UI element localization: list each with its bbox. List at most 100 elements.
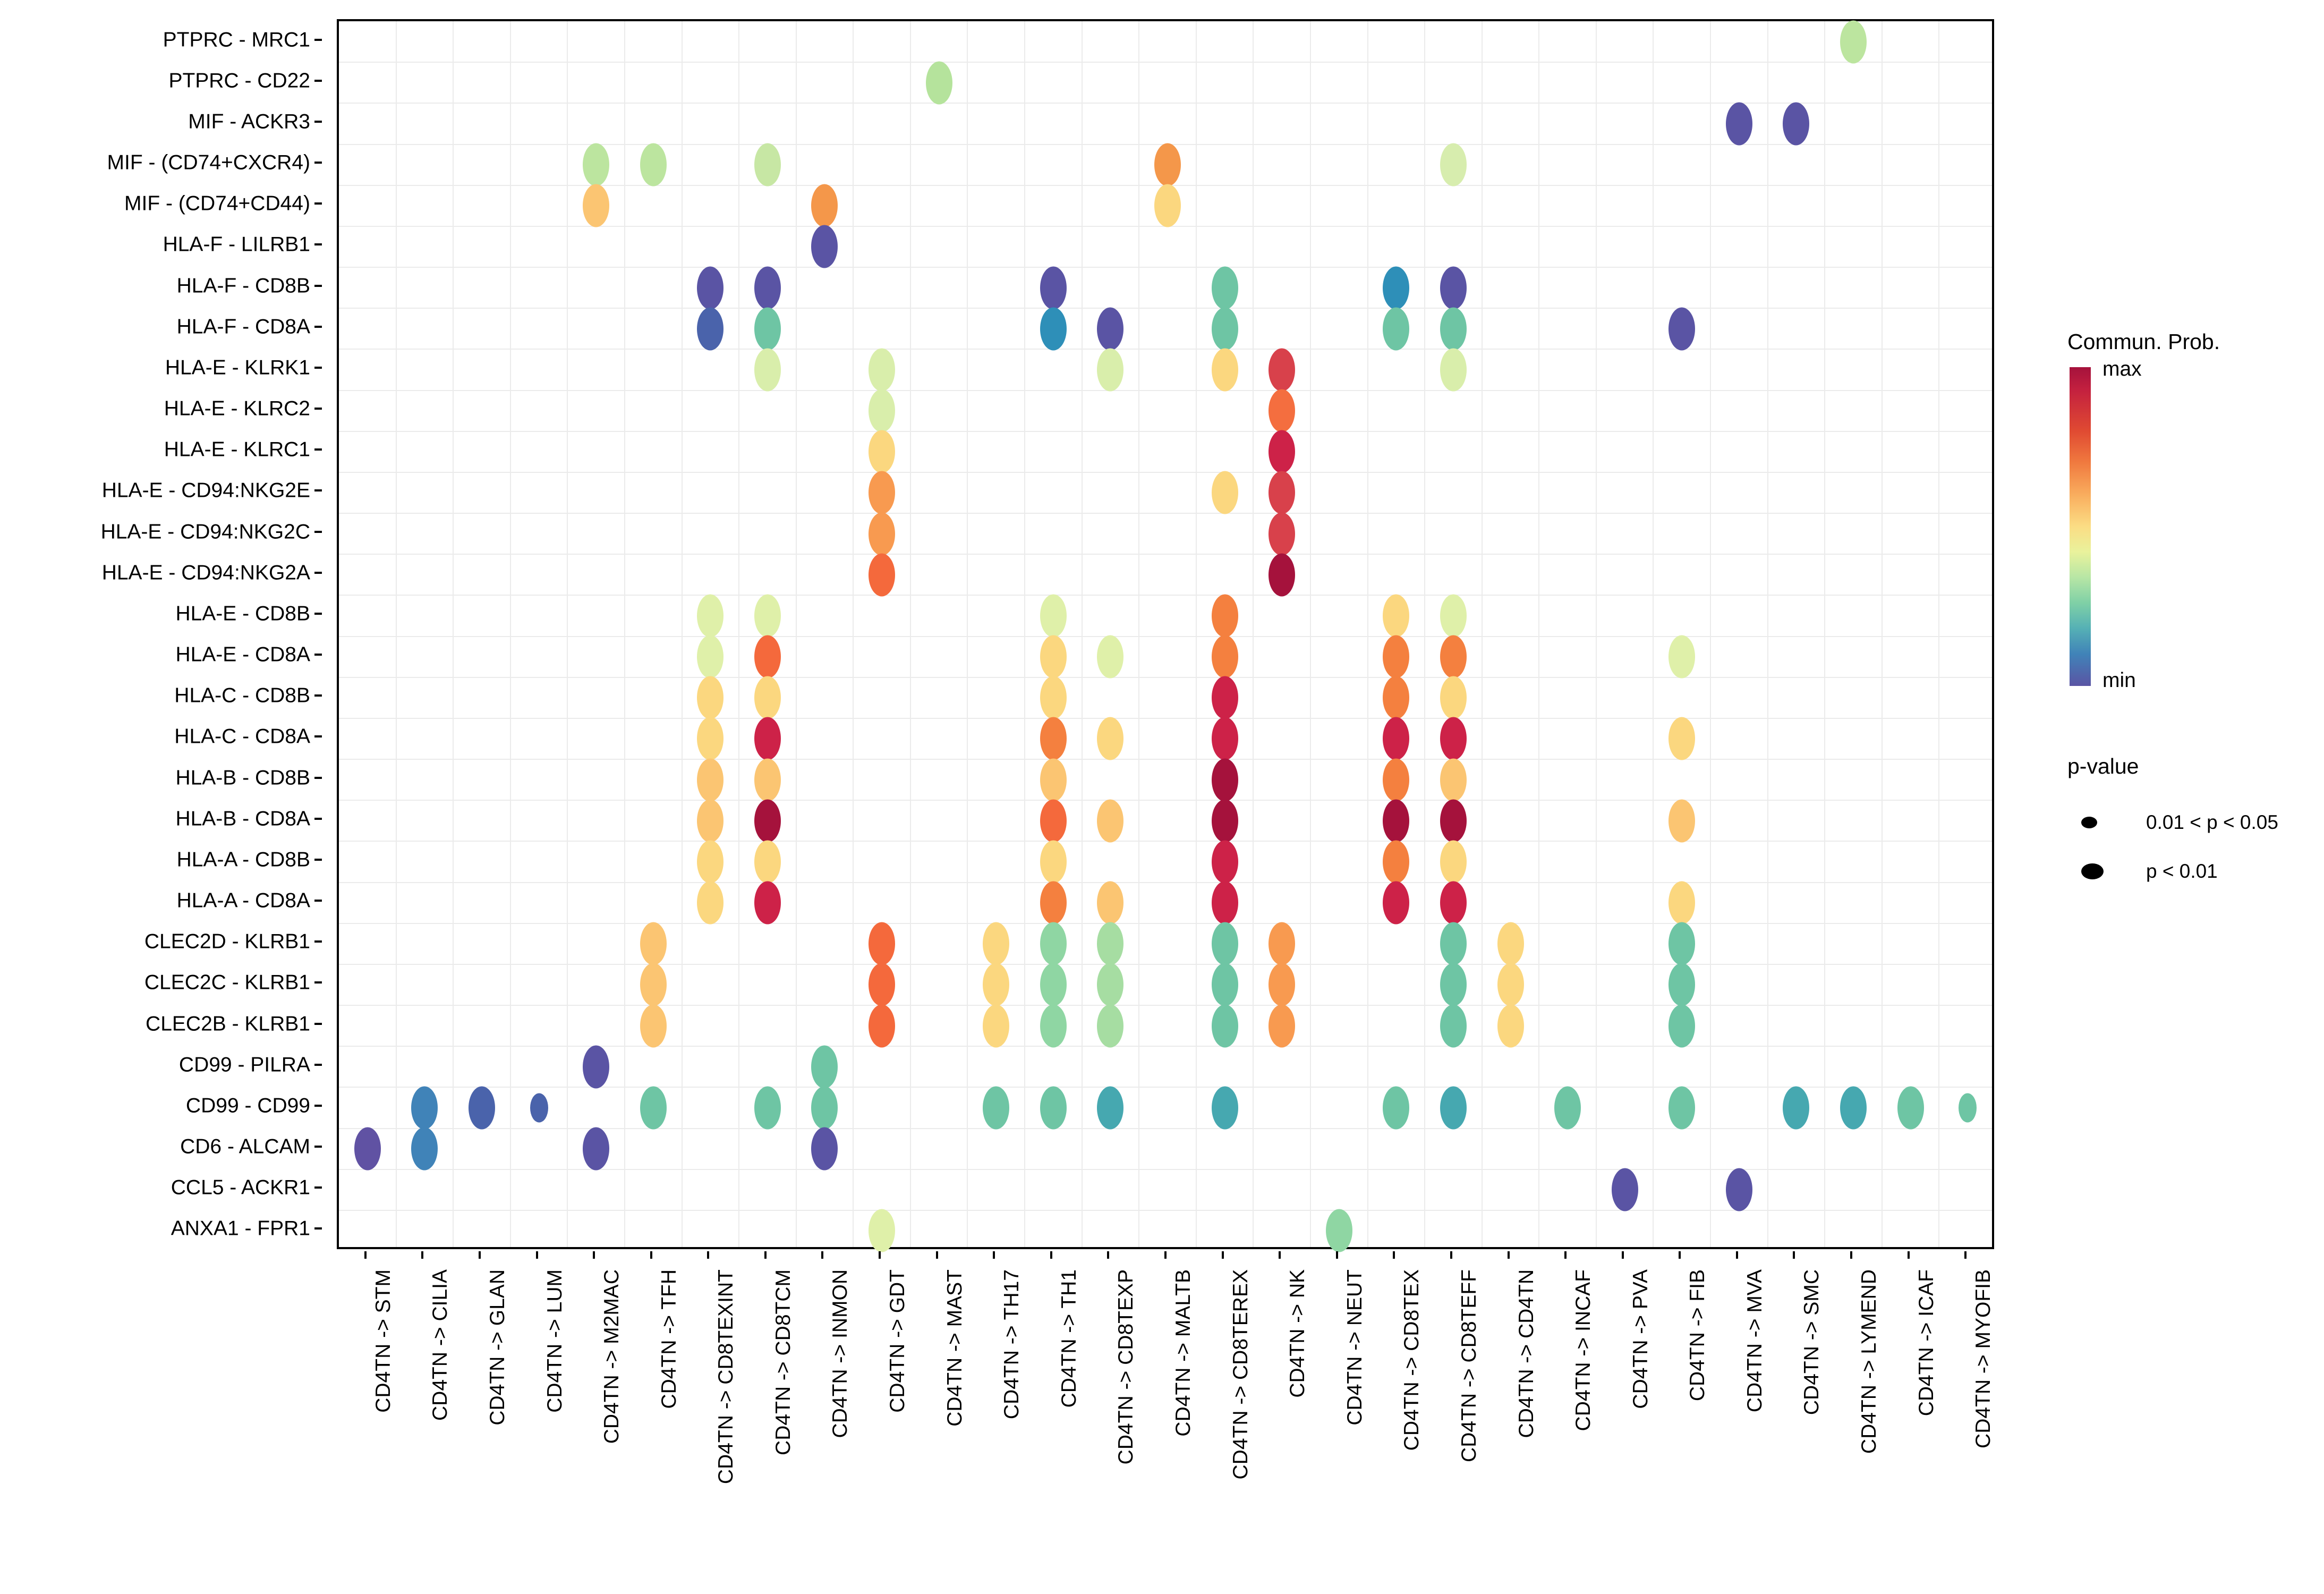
- data-point[interactable]: [869, 389, 896, 433]
- data-point[interactable]: [530, 1093, 548, 1123]
- data-point[interactable]: [1269, 922, 1296, 965]
- data-point[interactable]: [1383, 1086, 1410, 1130]
- data-point[interactable]: [1959, 1093, 1977, 1123]
- data-point[interactable]: [697, 594, 724, 638]
- data-point[interactable]: [754, 143, 781, 186]
- data-point[interactable]: [1725, 102, 1752, 146]
- data-point[interactable]: [1383, 635, 1410, 679]
- data-point[interactable]: [640, 1004, 667, 1048]
- data-point[interactable]: [1269, 389, 1296, 433]
- data-point[interactable]: [640, 922, 667, 965]
- data-point[interactable]: [1040, 840, 1067, 884]
- data-point[interactable]: [1440, 1086, 1467, 1130]
- data-point[interactable]: [1040, 594, 1067, 638]
- data-point[interactable]: [754, 348, 781, 392]
- data-point[interactable]: [1668, 1086, 1696, 1130]
- data-point[interactable]: [1211, 799, 1238, 843]
- data-point[interactable]: [754, 307, 781, 351]
- data-point[interactable]: [983, 963, 1010, 1006]
- data-point[interactable]: [1097, 1004, 1124, 1048]
- data-point[interactable]: [697, 799, 724, 843]
- data-point[interactable]: [754, 881, 781, 925]
- data-point[interactable]: [1040, 266, 1067, 310]
- data-point[interactable]: [354, 1127, 381, 1171]
- data-point[interactable]: [1040, 799, 1067, 843]
- data-point[interactable]: [1440, 594, 1467, 638]
- data-point[interactable]: [1668, 307, 1696, 351]
- data-point[interactable]: [1097, 799, 1124, 843]
- data-point[interactable]: [1211, 963, 1238, 1006]
- data-point[interactable]: [811, 1045, 838, 1089]
- data-point[interactable]: [1040, 758, 1067, 802]
- data-point[interactable]: [1097, 307, 1124, 351]
- data-point[interactable]: [983, 922, 1010, 965]
- data-point[interactable]: [1211, 881, 1238, 925]
- data-point[interactable]: [869, 1004, 896, 1048]
- data-point[interactable]: [1040, 635, 1067, 679]
- data-point[interactable]: [1440, 881, 1467, 925]
- data-point[interactable]: [1097, 348, 1124, 392]
- data-point[interactable]: [1269, 348, 1296, 392]
- data-point[interactable]: [811, 1086, 838, 1130]
- data-point[interactable]: [1269, 512, 1296, 556]
- data-point[interactable]: [1097, 1086, 1124, 1130]
- data-point[interactable]: [1211, 307, 1238, 351]
- data-point[interactable]: [1097, 635, 1124, 679]
- data-point[interactable]: [1211, 1004, 1238, 1048]
- data-point[interactable]: [1440, 143, 1467, 186]
- data-point[interactable]: [583, 1127, 610, 1171]
- data-point[interactable]: [1668, 635, 1696, 679]
- data-point[interactable]: [754, 758, 781, 802]
- data-point[interactable]: [1783, 102, 1810, 146]
- data-point[interactable]: [1211, 471, 1238, 514]
- data-point[interactable]: [1440, 799, 1467, 843]
- data-point[interactable]: [1040, 676, 1067, 719]
- data-point[interactable]: [811, 184, 838, 227]
- data-point[interactable]: [869, 471, 896, 514]
- data-point[interactable]: [754, 676, 781, 719]
- data-point[interactable]: [869, 512, 896, 556]
- data-point[interactable]: [1440, 840, 1467, 884]
- data-point[interactable]: [1154, 143, 1181, 186]
- data-point[interactable]: [869, 922, 896, 965]
- data-point[interactable]: [1269, 553, 1296, 597]
- data-point[interactable]: [1383, 307, 1410, 351]
- data-point[interactable]: [640, 963, 667, 1006]
- data-point[interactable]: [869, 348, 896, 392]
- data-point[interactable]: [869, 430, 896, 473]
- data-point[interactable]: [1440, 922, 1467, 965]
- data-point[interactable]: [1668, 799, 1696, 843]
- data-point[interactable]: [640, 143, 667, 186]
- data-point[interactable]: [1269, 1004, 1296, 1048]
- data-point[interactable]: [1211, 635, 1238, 679]
- data-point[interactable]: [697, 307, 724, 351]
- data-point[interactable]: [1040, 1086, 1067, 1130]
- data-point[interactable]: [697, 758, 724, 802]
- data-point[interactable]: [1211, 840, 1238, 884]
- data-point[interactable]: [697, 266, 724, 310]
- data-point[interactable]: [1668, 922, 1696, 965]
- data-point[interactable]: [1097, 922, 1124, 965]
- data-point[interactable]: [1211, 594, 1238, 638]
- data-point[interactable]: [1211, 717, 1238, 760]
- data-point[interactable]: [411, 1127, 438, 1171]
- data-point[interactable]: [1497, 963, 1524, 1006]
- data-point[interactable]: [869, 1209, 896, 1252]
- data-point[interactable]: [1040, 717, 1067, 760]
- data-point[interactable]: [1211, 348, 1238, 392]
- data-point[interactable]: [1668, 963, 1696, 1006]
- data-point[interactable]: [697, 881, 724, 925]
- data-point[interactable]: [754, 635, 781, 679]
- data-point[interactable]: [1211, 758, 1238, 802]
- data-point[interactable]: [1668, 717, 1696, 760]
- data-point[interactable]: [1040, 881, 1067, 925]
- data-point[interactable]: [1440, 1004, 1467, 1048]
- data-point[interactable]: [983, 1086, 1010, 1130]
- data-point[interactable]: [1440, 676, 1467, 719]
- data-point[interactable]: [1440, 758, 1467, 802]
- data-point[interactable]: [468, 1086, 495, 1130]
- data-point[interactable]: [1211, 266, 1238, 310]
- data-point[interactable]: [583, 1045, 610, 1089]
- data-point[interactable]: [1383, 717, 1410, 760]
- data-point[interactable]: [869, 553, 896, 597]
